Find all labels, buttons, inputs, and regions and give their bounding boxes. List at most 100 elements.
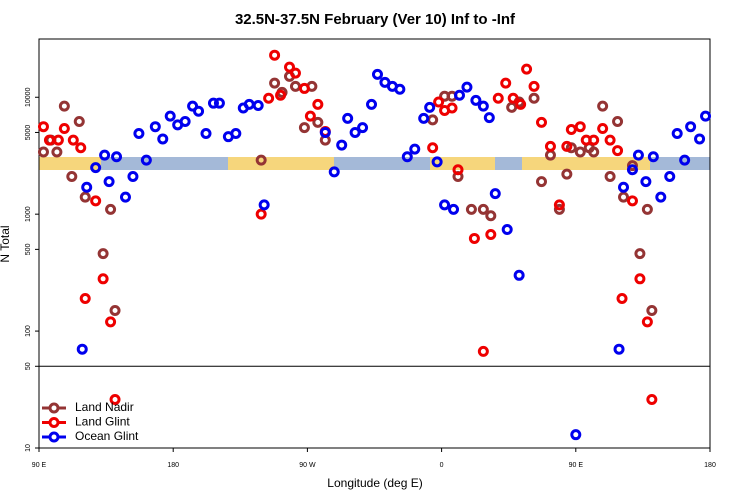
marker xyxy=(133,127,145,139)
marker xyxy=(298,82,310,94)
marker xyxy=(298,122,310,134)
x-tick-label: 180 xyxy=(167,462,179,469)
y-tick-label: 500 xyxy=(25,243,32,255)
marker xyxy=(207,97,219,109)
marker xyxy=(336,139,348,151)
marker xyxy=(647,151,659,163)
marker xyxy=(109,304,121,316)
marker xyxy=(465,203,477,215)
marker xyxy=(461,81,473,93)
y-tick-label: 10 xyxy=(25,444,32,452)
x-tick-label: 0 xyxy=(440,462,444,469)
marker xyxy=(513,269,525,281)
map-strip xyxy=(39,157,710,170)
marker xyxy=(289,67,301,79)
land-strip xyxy=(39,157,101,170)
marker xyxy=(439,199,451,211)
marker xyxy=(679,154,691,166)
marker xyxy=(694,133,706,145)
marker xyxy=(664,171,676,183)
x-tick-label: 90 W xyxy=(299,462,316,469)
x-tick-label: 90 E xyxy=(569,462,584,469)
marker xyxy=(258,199,270,211)
marker xyxy=(613,343,625,355)
legend-marker xyxy=(48,431,60,443)
marker xyxy=(618,181,630,193)
marker xyxy=(485,210,497,222)
marker xyxy=(75,142,87,154)
marker xyxy=(312,116,324,128)
marker xyxy=(570,429,582,441)
marker xyxy=(409,143,421,155)
marker xyxy=(431,156,443,168)
marker xyxy=(634,273,646,285)
marker xyxy=(371,68,383,80)
marker xyxy=(157,133,169,145)
marker xyxy=(500,77,512,89)
marker xyxy=(700,110,712,122)
y-tick-label: 10000 xyxy=(25,87,32,107)
marker xyxy=(418,112,430,124)
marker xyxy=(477,100,489,112)
marker xyxy=(446,102,458,114)
marker xyxy=(37,121,49,133)
marker xyxy=(284,61,296,73)
marker xyxy=(140,154,152,166)
marker xyxy=(632,149,644,161)
marker xyxy=(97,273,109,285)
marker xyxy=(43,134,55,146)
marker xyxy=(536,176,548,188)
marker xyxy=(319,126,331,138)
marker xyxy=(193,105,205,117)
marker xyxy=(588,146,600,158)
marker xyxy=(588,134,600,146)
x-tick-label: 180 xyxy=(704,462,716,469)
marker xyxy=(349,126,361,138)
marker xyxy=(79,191,91,203)
land-strip xyxy=(430,157,495,170)
marker xyxy=(90,162,102,174)
marker xyxy=(448,203,460,215)
y-tick-label: 50 xyxy=(25,362,32,370)
marker xyxy=(515,98,527,110)
marker xyxy=(626,164,638,176)
marker xyxy=(489,188,501,200)
marker xyxy=(79,292,91,304)
marker xyxy=(252,100,264,112)
marker xyxy=(468,232,480,244)
marker xyxy=(127,171,139,183)
marker xyxy=(90,195,102,207)
land-strip xyxy=(228,157,334,170)
marker xyxy=(67,134,79,146)
marker xyxy=(328,166,340,178)
marker xyxy=(243,98,255,110)
marker xyxy=(401,151,413,163)
marker xyxy=(485,229,497,241)
marker xyxy=(105,203,117,215)
marker xyxy=(111,151,123,163)
legend-label: Land Glint xyxy=(75,415,130,429)
marker xyxy=(574,146,586,158)
marker xyxy=(646,393,658,405)
marker xyxy=(433,96,445,108)
marker xyxy=(255,154,267,166)
marker xyxy=(119,191,131,203)
marker xyxy=(612,145,624,157)
marker xyxy=(626,195,638,207)
marker xyxy=(553,203,565,215)
marker xyxy=(597,100,609,112)
marker xyxy=(626,160,638,172)
y-axis-label: N Total xyxy=(0,225,12,262)
legend-marker xyxy=(48,417,60,428)
marker xyxy=(477,345,489,357)
y-tick-label: 5000 xyxy=(25,125,32,141)
marker xyxy=(97,248,109,260)
marker xyxy=(561,140,573,152)
marker xyxy=(565,123,577,135)
marker xyxy=(641,203,653,215)
marker xyxy=(164,110,176,122)
y-tick-label: 100 xyxy=(25,325,32,337)
marker xyxy=(477,203,489,215)
marker xyxy=(76,343,88,355)
